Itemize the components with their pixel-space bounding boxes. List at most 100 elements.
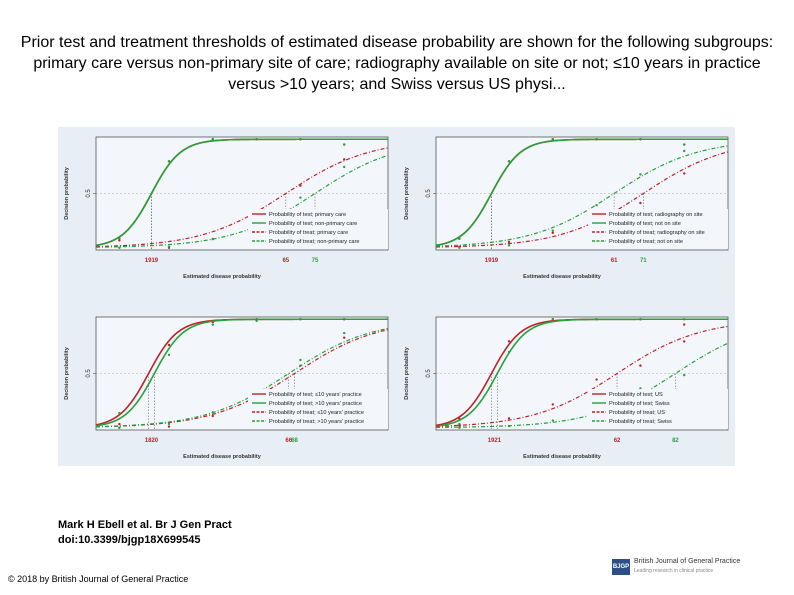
- data-point: [639, 201, 642, 205]
- series-line-probability-of-test-non-primary-care: [95, 138, 388, 247]
- y-tick-label: 0.5: [86, 189, 92, 198]
- legend-entry: Probability of test; primary care: [269, 212, 346, 218]
- y-tick-label: 0.5: [426, 369, 432, 378]
- series-line-probability-of-treat-radiography-on-site: [435, 151, 729, 248]
- legend-entry: Probability of treat; Swiss: [609, 419, 672, 425]
- data-point: [167, 245, 171, 248]
- legend-entry: Probability of test; radiography on site: [609, 212, 703, 218]
- data-point: [639, 364, 642, 367]
- threshold-label-treat: 66: [285, 438, 292, 444]
- threshold-label-treat: 68: [291, 438, 298, 444]
- y-tick-label: 0.5: [86, 369, 92, 378]
- citation: Mark H Ebell et al. Br J Gen Pract doi:1…: [58, 518, 232, 548]
- data-point: [507, 160, 511, 163]
- data-point: [683, 143, 686, 146]
- legend-box: [588, 209, 728, 249]
- threshold-label-test: 1919: [485, 258, 499, 264]
- legend-box: [248, 389, 388, 429]
- legend-entry: Probability of test; ≤10 years' practice: [269, 392, 362, 398]
- legend-entry: Probability of test; Swiss: [609, 401, 670, 407]
- data-point: [683, 149, 686, 153]
- series-line-probability-of-test-swiss: [435, 318, 728, 427]
- bjgp-logo-name: British Journal of General Practice: [634, 558, 741, 565]
- data-point: [683, 373, 686, 377]
- chart-panel-swiss-vs-us: 0.5 Decision probability Estimated disease…: [398, 307, 735, 487]
- data-point: [683, 323, 686, 326]
- data-point: [458, 426, 461, 429]
- threshold-label-test: 1921: [488, 438, 502, 444]
- threshold-label-treat: 75: [312, 258, 319, 264]
- data-point: [167, 425, 171, 428]
- legend-box: [248, 209, 388, 249]
- data-point: [118, 411, 121, 415]
- data-point: [595, 203, 598, 207]
- series-line-probability-of-treat-not-on-site: [435, 145, 729, 247]
- data-point: [343, 158, 346, 161]
- figure-image: 0.5 Decision probability Estimated disease…: [58, 127, 735, 466]
- x-axis-label: Estimated disease probability: [523, 454, 602, 460]
- y-axis-label: Decision probability: [404, 166, 410, 220]
- bjgp-logo: BJGP British Journal of General Practice…: [612, 557, 752, 579]
- x-axis-label: Estimated disease probability: [183, 274, 262, 280]
- data-point: [167, 353, 171, 357]
- citation-doi[interactable]: doi:10.3399/bjgp18X699545: [58, 534, 201, 546]
- data-point: [683, 172, 686, 175]
- data-point: [211, 138, 214, 141]
- data-point: [458, 246, 461, 249]
- data-point: [458, 424, 461, 427]
- legend-box: [588, 389, 728, 429]
- data-point: [118, 239, 121, 242]
- data-point: [255, 319, 258, 323]
- data-point: [118, 422, 121, 426]
- threshold-label-treat: 61: [611, 258, 618, 264]
- data-point: [551, 419, 554, 422]
- bjgp-logo-mark: BJGP: [612, 559, 630, 575]
- series-line-probability-of-treat-us: [435, 325, 729, 427]
- legend-entry: Probability of treat; >10 years' practic…: [269, 419, 364, 425]
- data-point: [343, 318, 346, 321]
- legend-entry: Probability of test; >10 years' practice: [269, 401, 362, 407]
- bjgp-logo-tagline: Leading research in clinical practice: [634, 568, 714, 574]
- series-line-probability-of-treat-non-primary-care: [95, 154, 389, 248]
- legend-entry: Probability of treat; primary care: [269, 230, 348, 236]
- data-point: [595, 138, 598, 141]
- threshold-label-test: 1919: [145, 258, 159, 264]
- data-point: [507, 244, 511, 247]
- data-point: [507, 350, 511, 354]
- legend-entry: Probability of test; not on site: [609, 221, 681, 227]
- series-line-probability-of-treat-10-years-practice: [95, 327, 389, 428]
- data-point: [551, 318, 554, 321]
- data-point: [211, 414, 214, 418]
- data-point: [255, 138, 258, 141]
- data-point: [639, 318, 642, 321]
- data-point: [458, 237, 461, 240]
- data-point: [343, 336, 346, 339]
- data-point: [507, 424, 511, 428]
- chart-panel-radiography: 0.5 Decision probability Estimated disease…: [398, 127, 735, 307]
- legend-entry: Probability of treat; not on site: [609, 239, 683, 245]
- data-point: [595, 318, 598, 321]
- data-point: [211, 323, 214, 326]
- data-point: [299, 138, 302, 141]
- data-point: [551, 138, 554, 141]
- chart-panel-years-in-practice: 0.5 Decision probability Estimated disease…: [58, 307, 395, 487]
- legend-entry: Probability of test; non-primary care: [269, 221, 357, 227]
- data-point: [551, 231, 554, 234]
- data-point: [683, 318, 686, 321]
- legend-entry: Probability of test; US: [609, 392, 663, 398]
- data-point: [507, 240, 511, 244]
- threshold-label-treat: 65: [282, 258, 289, 264]
- threshold-label-treat: 82: [672, 438, 679, 444]
- y-axis-label: Decision probability: [64, 166, 70, 220]
- data-point: [507, 417, 511, 420]
- legend-entry: Probability of treat; ≤10 years' practic…: [269, 410, 364, 416]
- series-line-probability-of-treat-swiss: [435, 342, 729, 428]
- data-point: [595, 378, 598, 381]
- data-point: [167, 160, 171, 163]
- data-point: [507, 340, 511, 343]
- data-point: [299, 358, 302, 362]
- data-point: [299, 184, 302, 187]
- data-point: [211, 237, 214, 241]
- data-point: [639, 173, 642, 176]
- citation-authors: Mark H Ebell et al. Br J Gen Pract: [58, 519, 232, 531]
